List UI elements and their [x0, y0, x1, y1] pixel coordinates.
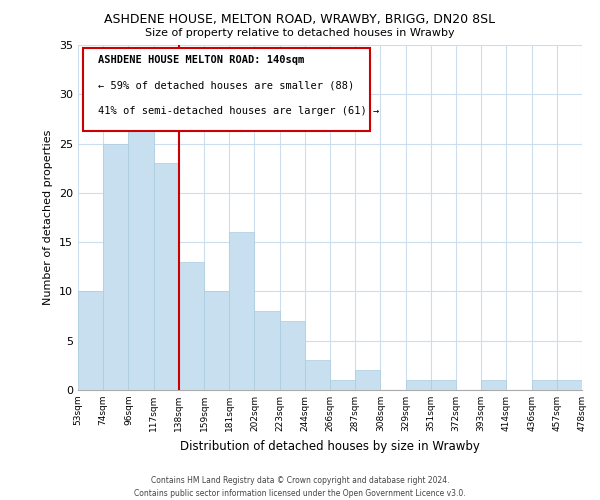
Bar	[229, 232, 254, 390]
FancyBboxPatch shape	[83, 48, 370, 131]
Bar	[204, 292, 229, 390]
Bar	[431, 380, 456, 390]
Text: ASHDENE HOUSE, MELTON ROAD, WRAWBY, BRIGG, DN20 8SL: ASHDENE HOUSE, MELTON ROAD, WRAWBY, BRIG…	[104, 12, 496, 26]
Text: Size of property relative to detached houses in Wrawby: Size of property relative to detached ho…	[145, 28, 455, 38]
Text: ← 59% of detached houses are smaller (88): ← 59% of detached houses are smaller (88…	[98, 80, 355, 90]
X-axis label: Distribution of detached houses by size in Wrawby: Distribution of detached houses by size …	[180, 440, 480, 452]
Bar	[103, 144, 128, 390]
Bar	[330, 380, 355, 390]
Bar	[154, 164, 179, 390]
Bar	[78, 292, 103, 390]
Text: 41% of semi-detached houses are larger (61) →: 41% of semi-detached houses are larger (…	[98, 106, 379, 116]
Bar	[406, 380, 431, 390]
Bar	[179, 262, 204, 390]
Y-axis label: Number of detached properties: Number of detached properties	[43, 130, 53, 305]
Text: Contains HM Land Registry data © Crown copyright and database right 2024.
Contai: Contains HM Land Registry data © Crown c…	[134, 476, 466, 498]
Bar	[254, 311, 280, 390]
Bar	[280, 321, 305, 390]
Bar	[481, 380, 506, 390]
Text: ASHDENE HOUSE MELTON ROAD: 140sqm: ASHDENE HOUSE MELTON ROAD: 140sqm	[98, 56, 304, 66]
Bar	[305, 360, 330, 390]
Bar	[532, 380, 557, 390]
Bar	[128, 114, 154, 390]
Bar	[557, 380, 582, 390]
Bar	[355, 370, 380, 390]
